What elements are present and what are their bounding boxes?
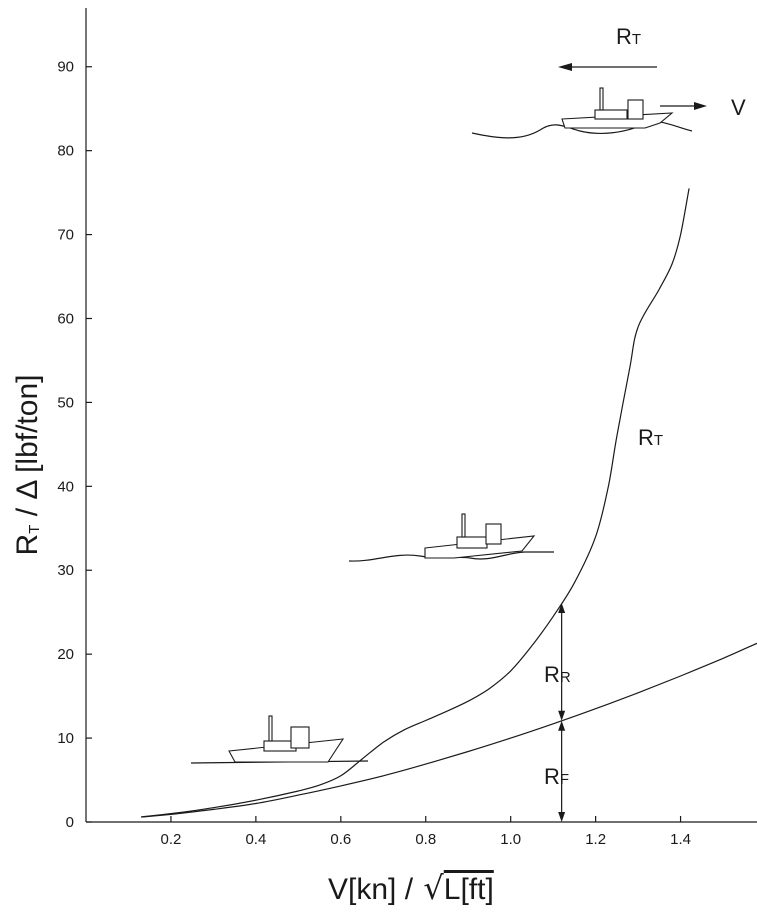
x-axis-title: V[kn] / √L[ft]	[328, 869, 494, 907]
label-rt-arrow: RT	[616, 24, 641, 49]
series-line-rt	[141, 188, 690, 818]
velocity-arrow-head	[694, 102, 707, 110]
y-tick-label: 80	[57, 143, 74, 160]
x-tick-label: 1.2	[585, 831, 606, 848]
x-tick-label: 0.2	[161, 831, 182, 848]
y-tick-label: 50	[57, 394, 74, 411]
x-tick-label: 0.8	[415, 831, 436, 848]
x-tick-label: 0.4	[245, 831, 266, 848]
ship-hull-high-speed	[561, 112, 674, 129]
frictional-resistance-arrow-head-bottom	[558, 812, 566, 822]
frictional-resistance-arrow-head-top	[558, 720, 566, 731]
y-axis-title: RT / Δ [lbf/ton]	[11, 375, 44, 556]
x-tick-label: 1.4	[670, 831, 691, 848]
label-velocity: V	[731, 95, 746, 120]
y-tick-label: 70	[57, 227, 74, 244]
label-rt-curve: RT	[638, 425, 663, 450]
ship-diagram-high-speed: RT V	[471, 24, 746, 139]
residual-resistance-arrow-head-top	[558, 602, 566, 613]
ship-cabin-high-speed	[594, 109, 628, 120]
y-axis-ticks: 0 10 20 30 40 50 60 70 80 90	[57, 59, 92, 831]
y-tick-label: 0	[66, 814, 74, 831]
x-tick-label: 0.6	[330, 831, 351, 848]
x-axis-ticks: 0.2 0.4 0.6 0.8 1.0 1.2 1.4	[161, 816, 691, 848]
residual-resistance-arrow-head-bottom	[558, 710, 566, 721]
label-rr: RR	[544, 662, 571, 687]
label-rf: RF	[544, 764, 569, 789]
resistance-arrow-head	[558, 63, 572, 71]
x-tick-label: 1.0	[500, 831, 521, 848]
series-line-rf	[141, 642, 757, 818]
y-tick-label: 30	[57, 562, 74, 579]
ship-cabin-medium-speed	[456, 536, 488, 549]
y-tick-label: 90	[57, 59, 74, 76]
ship-bridge-high-speed	[627, 99, 644, 120]
y-tick-label: 60	[57, 310, 74, 327]
ship-funnel-medium-speed	[461, 513, 466, 538]
resistance-breakdown-arrows	[558, 602, 566, 822]
y-tick-label: 20	[57, 646, 74, 663]
ship-diagram-medium-speed	[348, 513, 554, 562]
ship-funnel-low-speed	[268, 715, 273, 742]
x-axis-title-under: L[ft]	[444, 873, 494, 906]
ship-diagram-low-speed	[190, 715, 369, 764]
ship-bridge-low-speed	[290, 726, 310, 749]
y-tick-label: 10	[57, 730, 74, 747]
y-tick-label: 40	[57, 478, 74, 495]
ship-funnel-high-speed	[599, 87, 604, 111]
ship-bridge-medium-speed	[485, 523, 502, 545]
